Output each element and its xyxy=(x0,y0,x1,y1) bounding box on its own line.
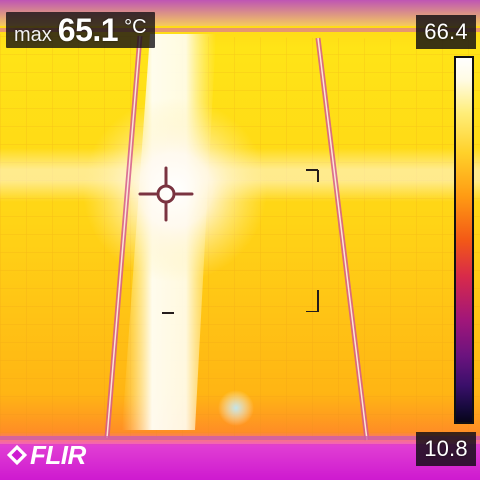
flir-diamond-logo-icon xyxy=(6,444,28,466)
flir-logo: FLIR xyxy=(6,438,86,472)
temperature-unit: °C xyxy=(124,16,147,38)
temperature-color-scale xyxy=(454,56,474,424)
scale-min-value: 10.8 xyxy=(416,432,476,466)
measurement-box-corner-bottom-right-icon xyxy=(306,290,319,312)
max-temperature-readout: max 65.1 °C xyxy=(6,12,155,48)
measurement-box-corner-bottom-left-icon xyxy=(162,312,174,314)
spot-meter-crosshair-icon[interactable] xyxy=(138,166,194,222)
max-label: max xyxy=(14,24,52,46)
scale-max-value: 66.4 xyxy=(416,15,476,49)
max-value: 65.1 xyxy=(57,12,119,48)
brand-name: FLIR xyxy=(30,439,86,470)
measurement-box-corner-top-right-icon xyxy=(306,169,319,182)
